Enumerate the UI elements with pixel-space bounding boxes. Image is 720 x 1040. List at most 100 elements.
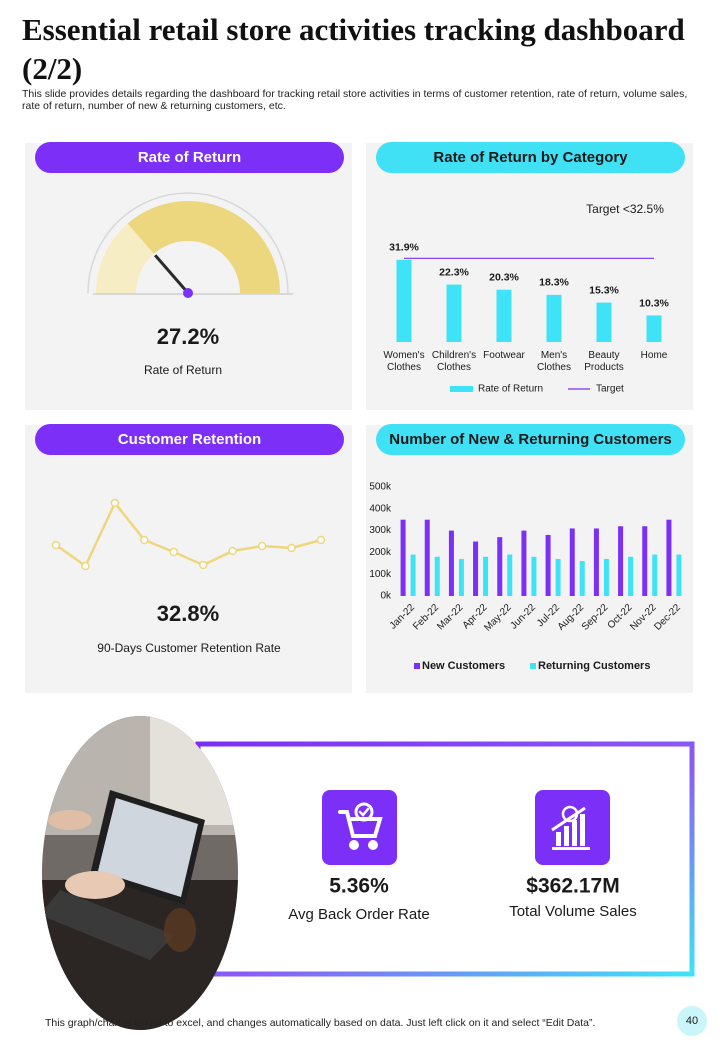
bar [400, 519, 406, 596]
bar [448, 530, 454, 596]
footer-note: This graph/chart is linked to excel, and… [45, 1017, 596, 1029]
bar [569, 528, 575, 596]
retention-marker [228, 546, 237, 556]
value-label: 15.3% [589, 284, 619, 296]
bar [496, 289, 512, 342]
legend-swatch [530, 663, 536, 669]
gauge-remaining [127, 201, 280, 293]
kpi-label: Avg Back Order Rate [288, 906, 429, 923]
panel [366, 143, 693, 410]
panel-header [376, 424, 685, 455]
kpi-value: 5.36% [329, 875, 389, 898]
x-tick-label: Children's Clothes [431, 350, 477, 373]
x-tick-label: Beauty Products [584, 350, 624, 373]
y-tick-label: 100k [369, 569, 392, 580]
retention-marker [110, 498, 120, 508]
x-tick-label: Footwear [483, 350, 525, 361]
gauge-caption: Rate of Return [144, 363, 222, 377]
panel [366, 425, 693, 693]
retention-marker [169, 547, 179, 557]
page-badge [677, 1006, 707, 1036]
title: Essential retail store activities tracki… [22, 12, 685, 86]
legend-label: Rate of Return [478, 384, 543, 395]
value-label: 22.3% [439, 266, 469, 278]
bar [473, 541, 479, 596]
bar [531, 556, 537, 596]
gauge-filled [96, 223, 154, 293]
bar [483, 556, 489, 596]
bar [546, 294, 562, 342]
legend-swatch [414, 663, 420, 669]
retention-marker [316, 535, 326, 545]
retention-marker [198, 560, 208, 570]
retention-marker [140, 535, 149, 545]
kpi-value: $362.17M [526, 875, 619, 898]
retention-caption: 90-Days Customer Retention Rate [97, 641, 281, 655]
bar [652, 554, 658, 596]
panel-title: Customer Retention [118, 431, 261, 448]
y-tick-label: 400k [369, 503, 392, 514]
chart-icon [551, 805, 590, 850]
bar [497, 537, 503, 596]
bar [646, 315, 662, 342]
subtitle: This slide provides details regarding th… [22, 88, 688, 112]
icon [322, 790, 397, 865]
kpi-frame [195, 741, 695, 977]
photo [42, 716, 238, 1030]
annotation: Target <32.5% [586, 202, 664, 216]
panel-title: Rate of Return by Category [433, 149, 628, 166]
y-tick-label: 300k [369, 525, 392, 536]
panel-title: Number of New & Returning Customers [389, 431, 672, 448]
legend-label: Target [596, 384, 624, 395]
y-tick-label: 500k [369, 482, 392, 493]
cart-icon [338, 802, 383, 850]
gauge-needle [154, 254, 190, 294]
value-label: 20.3% [489, 272, 519, 284]
x-tick-label: Women's Clothes [383, 350, 425, 373]
y-tick-label: 0k [380, 591, 392, 602]
retention-marker [257, 541, 267, 551]
panel-header [376, 142, 685, 173]
bar [618, 526, 624, 596]
bar [507, 554, 513, 596]
bar [424, 519, 430, 596]
bar [458, 558, 464, 596]
bar [410, 554, 416, 596]
page-number: 40 [686, 1015, 698, 1027]
bar [676, 554, 682, 596]
retention-marker [81, 561, 90, 571]
retention-value: 32.8% [157, 601, 219, 626]
bar [603, 558, 609, 596]
panel-header [35, 142, 344, 173]
bar [642, 526, 648, 596]
panel [25, 143, 352, 410]
x-tick-label: Home [640, 350, 668, 361]
bar [555, 558, 561, 596]
bar [596, 302, 612, 342]
kpi-label: Total Volume Sales [509, 903, 637, 920]
legend-swatch [450, 386, 473, 392]
gauge-hub [183, 288, 193, 298]
legend-label: New Customers [422, 660, 505, 672]
value-label: 10.3% [639, 297, 669, 309]
value-label: 31.9% [389, 242, 419, 254]
value-label: 18.3% [539, 277, 569, 289]
bar [446, 284, 462, 342]
bar [579, 561, 585, 596]
bar [521, 530, 527, 596]
bar [545, 534, 551, 596]
legend-label: Returning Customers [538, 660, 650, 672]
retention-marker [51, 540, 61, 550]
panel-header [35, 424, 344, 455]
gauge-value: 27.2% [157, 324, 219, 349]
x-tick-label: Men's Clothes [537, 350, 571, 373]
bar [434, 556, 440, 596]
retention-line [55, 500, 322, 568]
bar [593, 528, 599, 596]
bar [628, 556, 634, 596]
bar [666, 519, 672, 596]
y-tick-label: 200k [369, 547, 392, 558]
bar [396, 259, 412, 342]
